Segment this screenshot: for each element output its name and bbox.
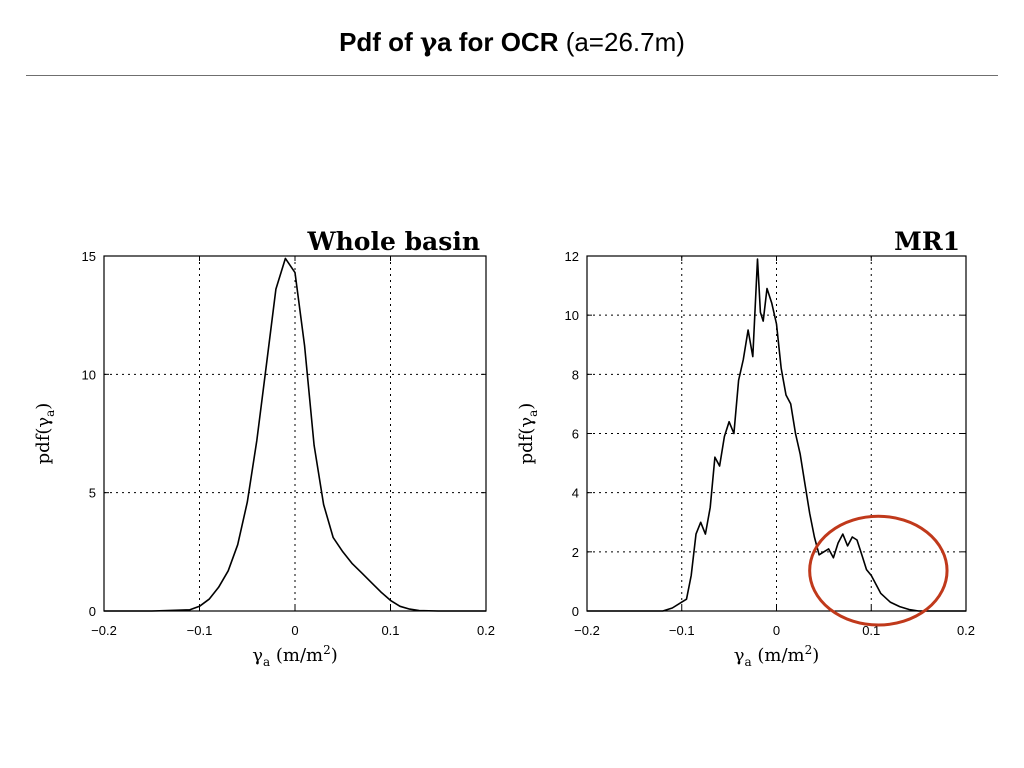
x-tick-label: 0 <box>291 623 298 638</box>
x-tick-label: 0 <box>773 623 780 638</box>
x-tick-label: −0.1 <box>669 623 695 638</box>
panel-title: MR1 <box>894 227 960 256</box>
highlight-ellipse <box>808 514 949 627</box>
y-tick-label: 15 <box>82 249 96 264</box>
pdf-series-line <box>104 257 486 612</box>
x-axis-label-superscript: 2 <box>323 643 331 657</box>
x-tick-label: 0.1 <box>381 623 399 638</box>
slide-title-suffix: a for OCR <box>437 27 559 57</box>
x-tick-label: −0.2 <box>574 623 600 638</box>
y-axis-label-main: pdf(γ <box>516 417 537 465</box>
y-tick-label: 12 <box>565 249 579 264</box>
slide-title-gamma-symbol: γ <box>419 28 438 58</box>
title-divider <box>26 75 998 76</box>
y-tick-label: 6 <box>572 427 579 442</box>
x-axis-label-subscript: a <box>263 655 270 669</box>
pdf-series-line <box>587 258 966 612</box>
panel-title: Whole basin <box>307 227 480 256</box>
x-tick-label: −0.2 <box>91 623 117 638</box>
x-tick-label: 0.2 <box>477 623 495 638</box>
x-axis-label-close: ) <box>812 645 819 666</box>
x-tick-label: 0.1 <box>862 623 880 638</box>
x-tick-label: 0.2 <box>957 623 975 638</box>
x-axis-label-superscript: 2 <box>805 643 813 657</box>
slide-title-parameter: (a=26.7m) <box>558 27 685 57</box>
x-axis-label-symbol: γ <box>252 645 263 666</box>
x-axis-label: γa (m/m2) <box>252 643 338 669</box>
x-axis-label-subscript: a <box>744 655 751 669</box>
x-axis-label-symbol: γ <box>734 645 745 666</box>
y-tick-label: 2 <box>572 545 579 560</box>
slide-title-prefix: Pdf of <box>339 27 420 57</box>
y-axis-label-subscript: a <box>43 410 57 417</box>
x-axis-label-units: (m/m <box>270 645 323 666</box>
x-axis-label-units: (m/m <box>752 645 805 666</box>
y-axis-label-close: ) <box>516 403 537 410</box>
y-tick-label: 10 <box>82 367 96 382</box>
y-tick-label: 10 <box>565 308 579 323</box>
y-axis-label: pdf(γa) <box>516 403 540 465</box>
y-axis-label: pdf(γa) <box>33 403 57 465</box>
x-axis-label-close: ) <box>331 645 338 666</box>
y-tick-label: 5 <box>89 486 96 501</box>
y-tick-label: 8 <box>572 367 579 382</box>
y-tick-label: 4 <box>572 486 579 501</box>
slide-title: Pdf of γa for OCR (a=26.7m) <box>0 27 1024 58</box>
x-axis-label: γa (m/m2) <box>734 643 820 669</box>
x-tick-label: −0.1 <box>187 623 213 638</box>
y-tick-label: 0 <box>572 604 579 619</box>
y-tick-label: 0 <box>89 604 96 619</box>
y-axis-label-main: pdf(γ <box>33 417 54 465</box>
y-axis-label-subscript: a <box>526 410 540 417</box>
y-axis-label-close: ) <box>33 403 54 410</box>
